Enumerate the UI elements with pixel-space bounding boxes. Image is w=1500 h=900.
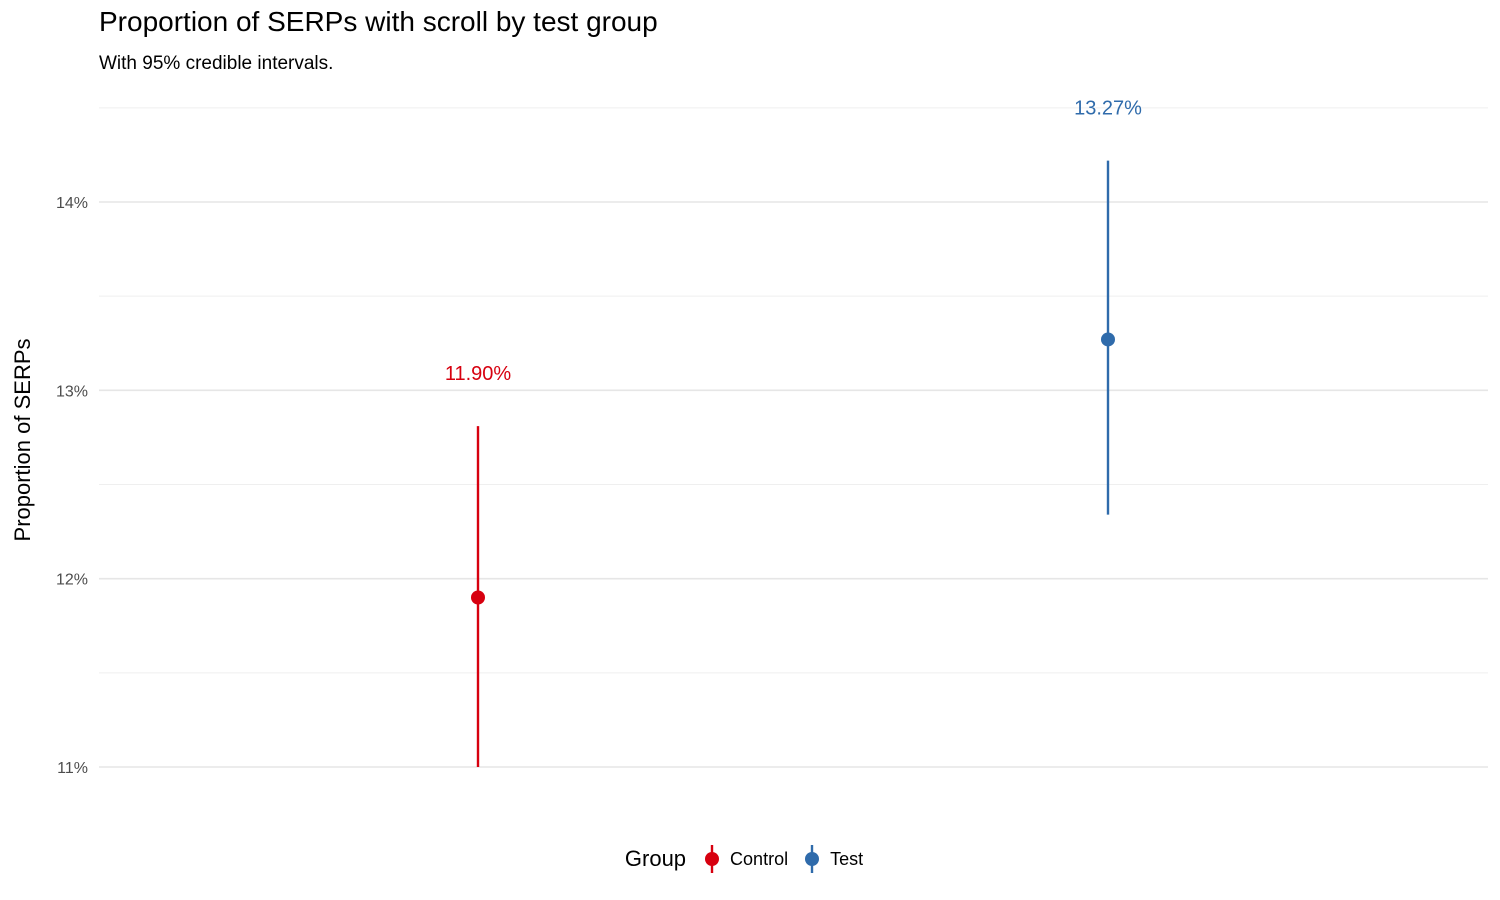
legend-item-test: Test [800,843,863,875]
point-test [1101,332,1115,347]
y-tick-label: 13% [56,383,88,400]
legend-key-test-point [805,852,820,866]
y-tick-label: 14% [56,195,88,212]
data-marks: 11.90% 13.27% [445,98,1142,767]
y-axis-ticks: 11% 12% 13% 14% [56,195,88,777]
data-label-test: 13.27% [1074,98,1142,120]
gridlines [99,107,1488,768]
legend-title: Group [624,846,687,871]
y-tick-label: 11% [57,760,88,777]
y-axis-title: Proportion of SERPs [10,339,35,542]
legend-label-test: Test [830,848,864,869]
legend-key-control-point [705,852,720,866]
legend-item-control: Control [700,843,788,875]
legend-key-test [805,845,820,873]
data-label-control: 11.90% [445,363,512,385]
point-control [471,590,485,605]
chart-title: Proportion of SERPs with scroll by test … [99,6,658,37]
legend-key-control [705,845,720,873]
chart-subtitle: With 95% credible intervals. [99,53,334,74]
chart-plot: 11%12%13%14% Proportion of SERPs 11.90%1… [10,98,1488,777]
legend-label-control: Control [730,848,789,869]
legend: Group Control Test [0,843,1500,875]
y-tick-label: 12% [56,572,88,589]
